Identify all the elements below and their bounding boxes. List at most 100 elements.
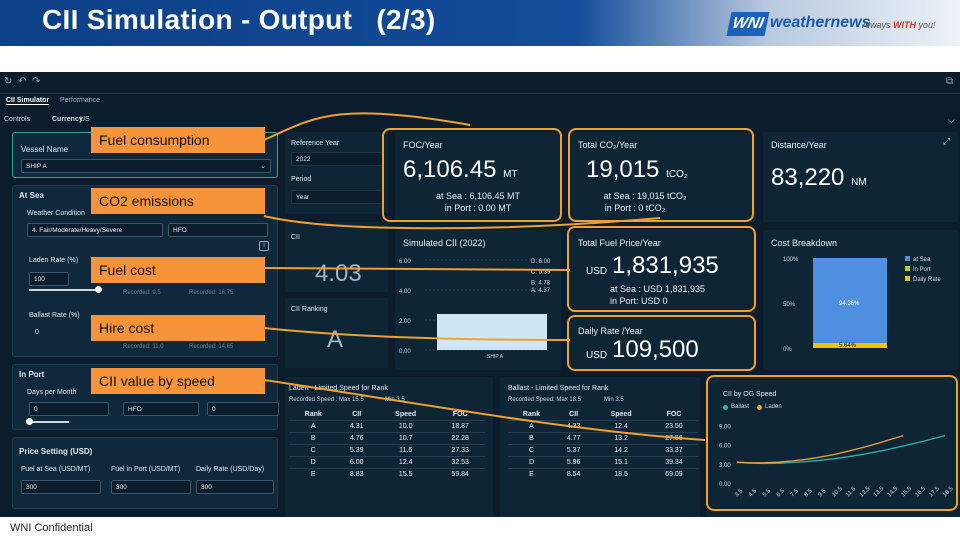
fuel-port-price-label: Fuel in Port (USD/MT) (111, 466, 181, 473)
laden-recorded-speed: Recorded Speed : Max 15.5 (289, 397, 364, 403)
weather-label: Weather Condition (27, 210, 85, 217)
port-fuel-select[interactable]: HFO (123, 402, 199, 416)
sim-y-tick: 2.00 (399, 319, 411, 325)
refresh-icon[interactable]: ↻ (4, 76, 13, 87)
days-per-month-input[interactable]: 0 (29, 402, 109, 416)
ballast-cell: 4.77 (554, 432, 593, 445)
table-row: B 4.77 13.2 27.56 (508, 432, 698, 445)
sim-y-tick: 4.00 (399, 289, 411, 295)
ballast-rate-value[interactable]: 0 (35, 329, 39, 336)
co2-title: Total CO₂/Year (578, 140, 638, 150)
ballast-header-row: Rank CII Speed FOC (508, 409, 698, 421)
highlight-co2 (568, 128, 754, 222)
cost-legend-swatch (905, 256, 910, 261)
table-row: C 5.39 11.6 27.33 (289, 444, 485, 457)
ballast-header-cell: Rank (522, 411, 541, 418)
weather-select[interactable]: 4. Fair/Moderate/Heavy/Severe (27, 223, 163, 237)
sim-threshold-label: D: 6.00 (531, 259, 551, 265)
fuel-sea-price-input[interactable]: 300 (21, 480, 101, 494)
sim-threshold-label: A: 4.37 (531, 288, 551, 294)
distance-title: Distance/Year (771, 140, 827, 150)
daily-rate-label: Daily Rate (USD/Day) (196, 466, 265, 473)
days-slider-handle[interactable] (26, 418, 33, 425)
sea-fuel-select[interactable]: HFO (168, 223, 268, 237)
cii-speed-card: CII by OG Speed Ballast Laden 0.00 3.00 6.… (707, 377, 960, 517)
footer-confidential: WNI Confidential (10, 522, 93, 534)
controls-label: Controls (4, 116, 31, 123)
laden-cell: 22.28 (435, 432, 485, 445)
fuel-price-value: 1,831,935 (612, 252, 719, 279)
fuel-port-price-input[interactable]: 300 (111, 480, 191, 494)
redo-icon[interactable]: ↷ (32, 76, 41, 87)
ballast-cell: C (508, 444, 555, 457)
laden-header-row: Rank CII Speed FOC (289, 409, 485, 421)
table-row: E 8.83 15.5 59.84 (289, 468, 485, 480)
cii-speed-chart: 0.003.006.009.003.5 4.5 5.5 6.5 7.5 8.5 9.5 10.… (719, 424, 955, 499)
ballast-recorded-1: Recorded: 11.0 (123, 344, 164, 350)
ballast-cell: 15.1 (592, 456, 650, 469)
export-icon[interactable]: ⧉ (946, 76, 954, 87)
ballast-cell: 5.37 (554, 444, 593, 457)
ballast-recorded-2: Recorded: 14.65 (189, 344, 234, 350)
speed-x-tick: 3.5 (734, 488, 745, 499)
currency-value[interactable]: US (80, 116, 90, 123)
cost-y-tick: 100% (783, 257, 799, 263)
connector-fuel-cost (263, 267, 571, 271)
ballast-cell: 8.54 (554, 468, 593, 480)
days-slider-track (29, 421, 69, 423)
laden-slider-handle[interactable] (95, 286, 102, 293)
ballast-table-card: Ballast - Limited Speed for Rank Recorde… (500, 377, 700, 517)
tab-cii-simulator[interactable]: CII Simulator (6, 97, 50, 105)
laden-cell: 8.83 (337, 468, 376, 480)
callout-cii-value-by-speed: CII value by speed (91, 368, 265, 394)
sim-cii-title: Simulated CII (2022) (403, 238, 486, 248)
slide-title: CII Simulation - Output (2/3) (42, 4, 436, 35)
callout-hire-cost: Hire cost (91, 315, 265, 341)
ballast-table-title: Ballast - Limited Speed for Rank (508, 385, 609, 392)
connector-hire (263, 327, 571, 341)
foc-card: FOC/Year 6,106.45 MT at Sea : 6,106.45 M… (395, 132, 561, 222)
cost-legend-swatch (905, 276, 910, 281)
tab-performance[interactable]: Performance (60, 97, 101, 104)
fuel-price-sea: at Sea : USD 1,831,935 (610, 284, 706, 294)
cost-label-sea: 94.36% (839, 301, 860, 307)
period-label: Period (291, 176, 312, 183)
daily-rate-value: 109,500 (612, 336, 699, 363)
laden-header-cell: Rank (304, 411, 322, 418)
port-rate-input[interactable]: 0 (207, 402, 279, 416)
ballast-cell: B (508, 432, 555, 445)
laden-cell: 32.53 (435, 456, 485, 469)
fuel-sea-price-label: Fuel at Sea (USD/MT) (21, 466, 91, 473)
sim-cii-chart: 0.00 2.00 4.00 6.00 SHIP A D: 6.00 C: 5.39 B: 4… (399, 259, 551, 360)
info-icon[interactable]: i (259, 241, 269, 251)
sim-cii-bar (437, 314, 547, 350)
daily-rate-currency: USD (586, 350, 608, 361)
distance-value-row: 83,220 NM (771, 164, 867, 192)
cii-ranking-label: CII Ranking (291, 306, 328, 313)
foc-port: in Port : 0.00 MT (444, 203, 512, 213)
reference-year-select[interactable]: 2022 (291, 152, 383, 166)
laden-rate-input[interactable]: 100 (29, 272, 69, 286)
collapse-icon[interactable]: ⌵ (948, 115, 955, 125)
cost-breakdown-title: Cost Breakdown (771, 238, 838, 248)
expand-icon[interactable]: ⤢ (943, 136, 951, 146)
undo-icon[interactable]: ↶ (18, 76, 27, 87)
ballast-cell: 23.50 (649, 420, 698, 433)
daily-rate-input[interactable]: 300 (196, 480, 274, 494)
foc-value-row: 6,106.45 MT (403, 156, 518, 184)
tagline-post: you! (916, 20, 936, 30)
sim-y-tick: 0.00 (399, 349, 411, 355)
laden-cell: D (289, 456, 338, 469)
in-port-label: In Port (19, 370, 45, 379)
chevron-down-icon: ⌄ (260, 163, 266, 170)
cost-legend-label: Daily Rate (913, 277, 941, 283)
slide-header (0, 0, 960, 46)
vessel-name-label: Vessel Name (21, 145, 69, 154)
laden-legend-dot (757, 405, 762, 410)
callout-fuel-cost: Fuel cost (91, 257, 265, 283)
cii-value: 4.03 (315, 260, 362, 287)
sim-cii-card: Simulated CII (2022) 0.00 2.00 4.00 6.00 SHI… (395, 230, 561, 370)
vessel-select[interactable]: SHIP A ⌄ (21, 159, 271, 173)
sim-y-tick: 6.00 (399, 259, 411, 265)
